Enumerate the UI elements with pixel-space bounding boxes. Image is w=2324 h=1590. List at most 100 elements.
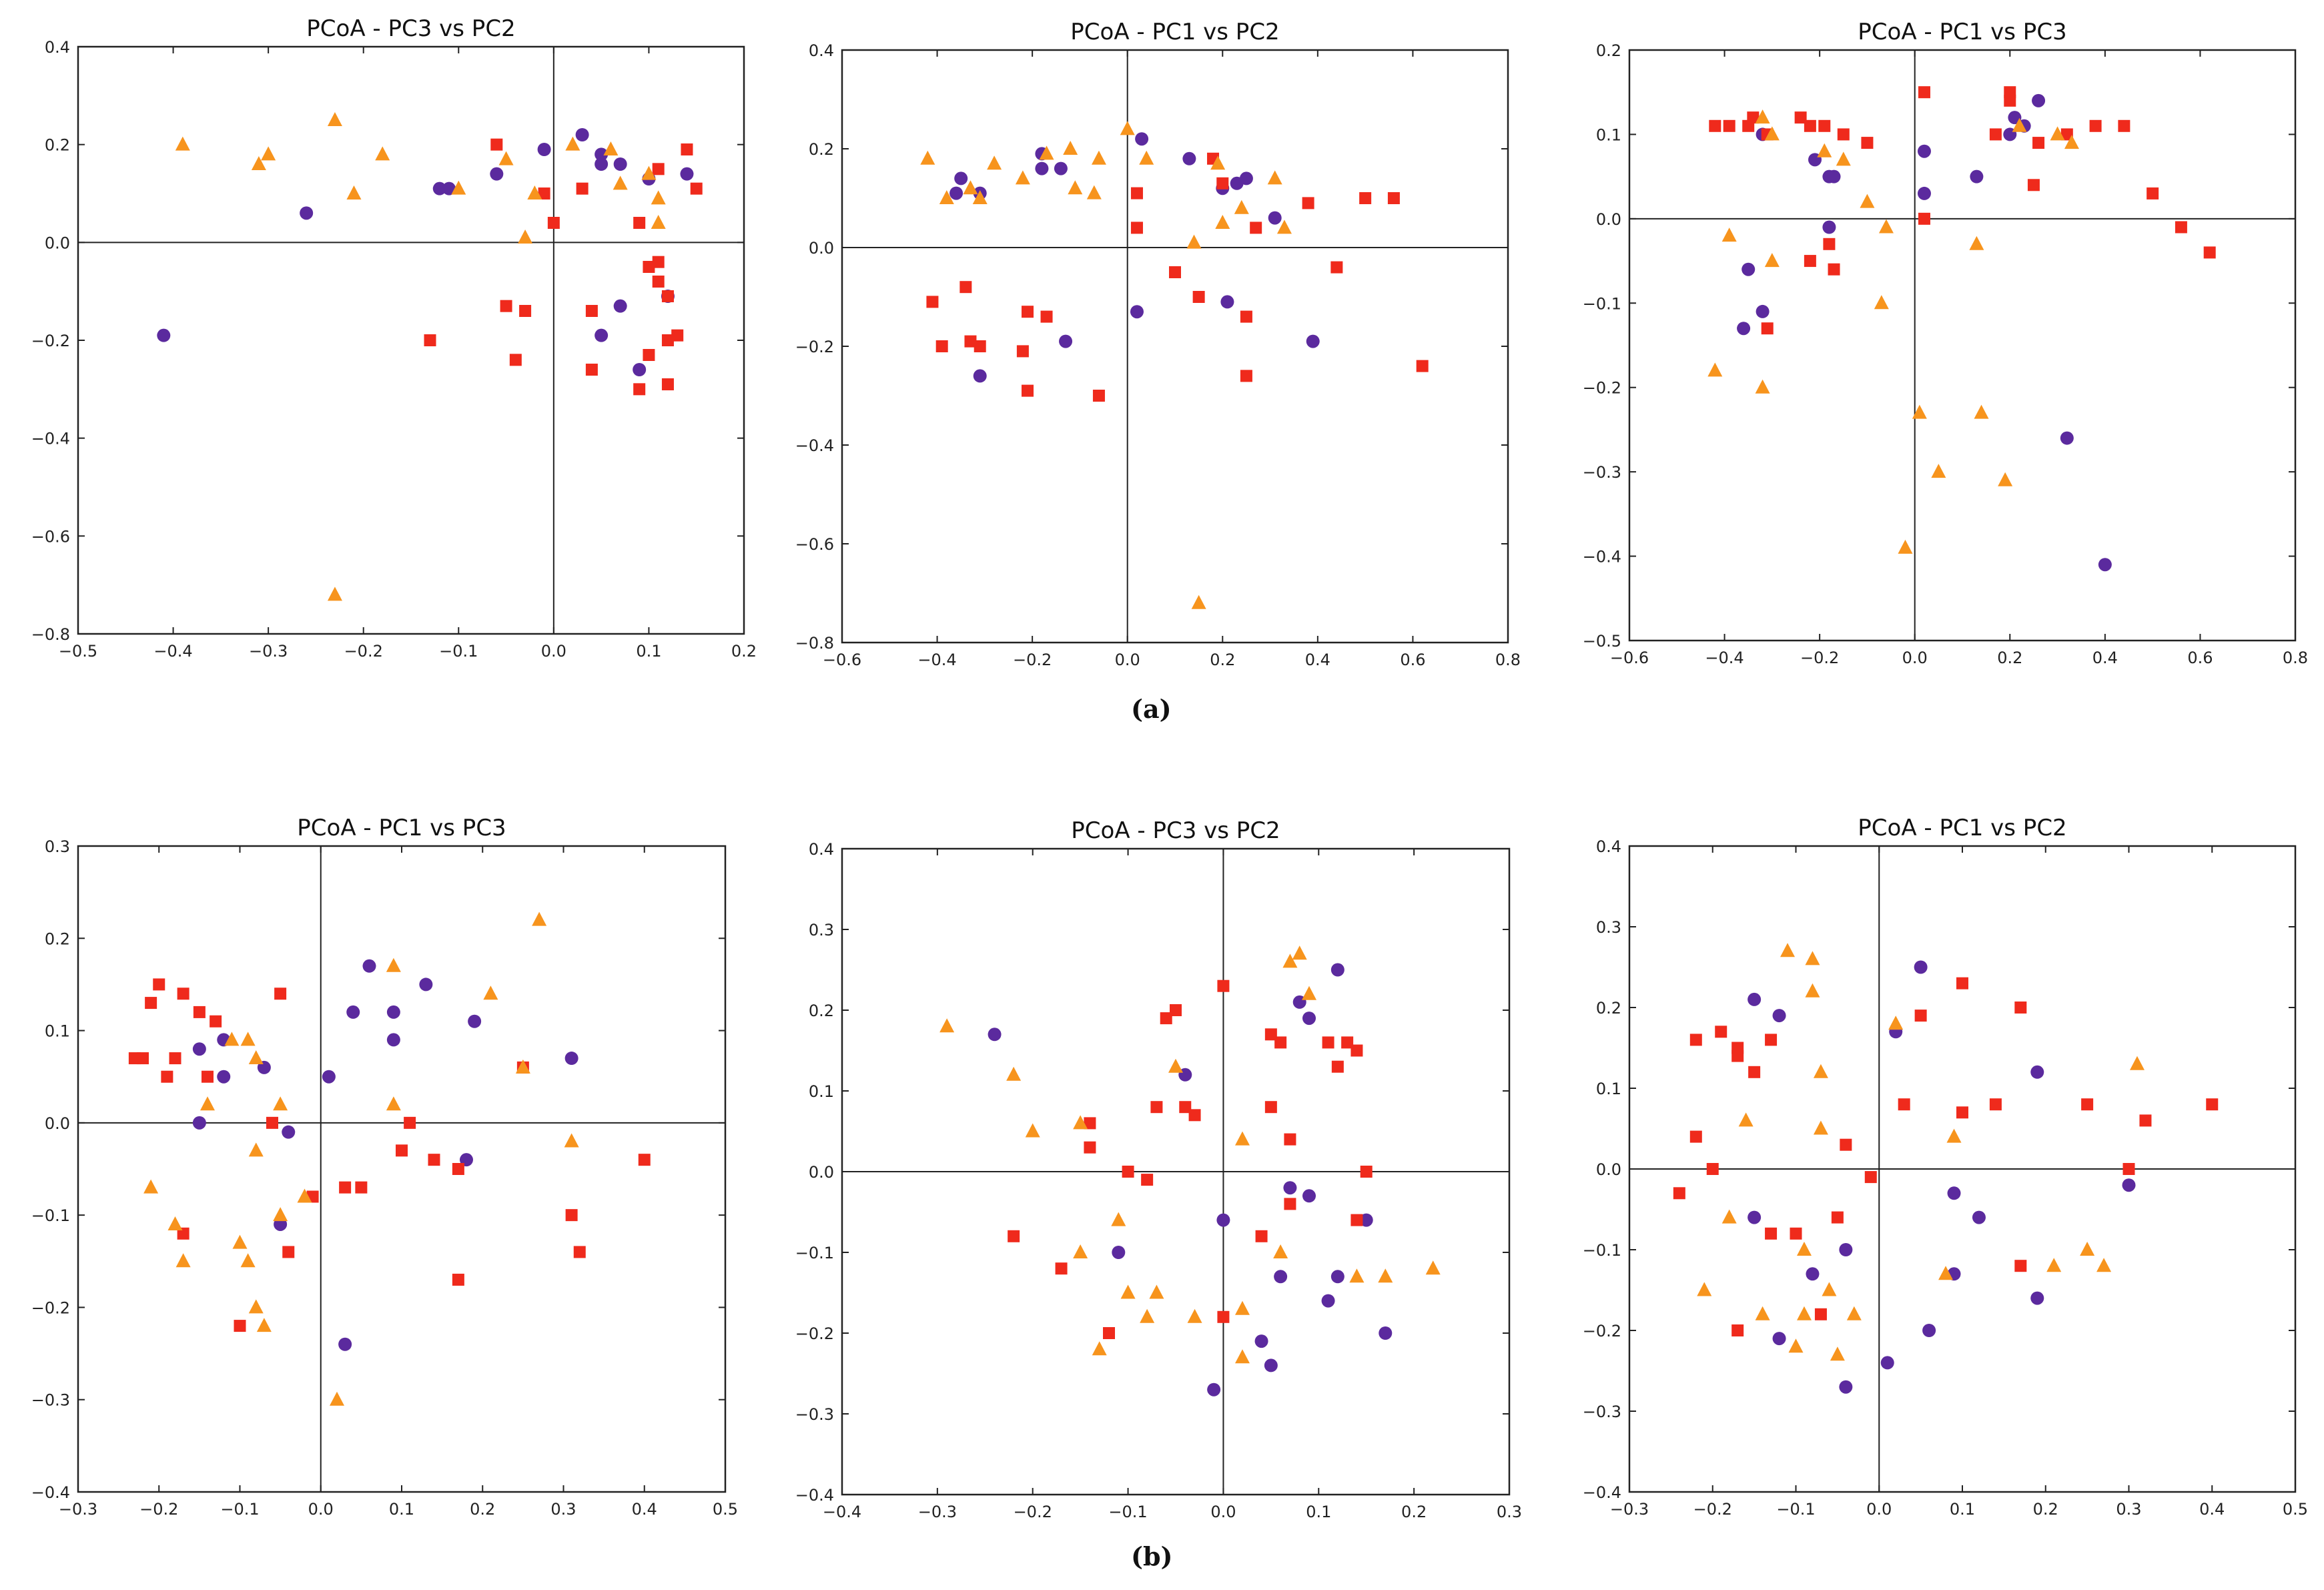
data-point-triangle <box>346 185 362 200</box>
data-point-triangle <box>1721 1209 1737 1224</box>
data-point-square <box>1170 1004 1182 1016</box>
x-tick-label: −0.2 <box>1013 651 1052 669</box>
x-tick-label: 0.3 <box>2116 1500 2141 1519</box>
data-point-circle <box>613 299 627 313</box>
data-point-triangle <box>1796 1242 1812 1256</box>
data-point-square <box>509 354 522 366</box>
data-point-square <box>153 978 165 991</box>
data-point-triangle <box>1006 1066 1022 1081</box>
data-point-square <box>1790 1227 1802 1240</box>
data-point-square <box>1761 322 1774 335</box>
y-tick-label: 0.2 <box>809 1002 834 1020</box>
data-point-triangle <box>1707 362 1723 377</box>
data-point-triangle <box>1168 1058 1183 1073</box>
x-tick-label: −0.4 <box>153 642 192 661</box>
x-tick-label: −0.2 <box>1014 1503 1052 1521</box>
data-point-triangle <box>256 1318 272 1332</box>
data-point-triangle <box>1888 1016 1904 1030</box>
data-point-circle <box>1379 1326 1393 1340</box>
data-point-square <box>210 1015 222 1028</box>
data-point-square <box>2118 119 2131 132</box>
data-point-circle <box>1274 1270 1288 1284</box>
data-point-triangle <box>1092 1341 1107 1356</box>
data-point-triangle <box>1878 219 1894 234</box>
data-point-triangle <box>518 230 533 244</box>
y-tick-label: −0.2 <box>1583 379 1621 398</box>
data-point-square <box>1804 119 1816 132</box>
data-point-triangle <box>1938 1266 1954 1280</box>
data-point-square <box>671 329 684 342</box>
data-point-circle <box>217 1070 231 1084</box>
data-point-square <box>266 1116 278 1129</box>
data-point-triangle <box>251 156 266 170</box>
x-tick-label: 0.5 <box>2283 1500 2308 1519</box>
x-tick-label: 0.0 <box>541 642 566 661</box>
data-point-circle <box>1827 169 1841 183</box>
y-tick-label: −0.8 <box>795 634 834 653</box>
data-point-circle <box>1254 1334 1268 1348</box>
data-point-circle <box>1306 334 1320 348</box>
data-point-square <box>1240 310 1252 323</box>
data-point-circle <box>1182 151 1196 165</box>
data-point-square <box>1092 390 1105 402</box>
data-point-triangle <box>483 985 498 1000</box>
x-tick-label: 0.2 <box>1997 649 2022 667</box>
x-tick-label: 0.1 <box>1950 1500 1975 1519</box>
y-tick-label: −0.6 <box>795 535 834 554</box>
data-point-square <box>1715 1026 1727 1038</box>
data-point-square <box>2081 1098 2094 1111</box>
data-point-triangle <box>651 215 666 229</box>
data-point-circle <box>322 1070 336 1084</box>
data-point-square <box>1016 345 1029 358</box>
x-tick-label: 0.0 <box>1210 1503 1236 1521</box>
data-point-triangle <box>386 1096 401 1111</box>
x-tick-label: 0.2 <box>1210 651 1235 669</box>
x-tick-label: 0.4 <box>1305 651 1330 669</box>
data-point-square <box>2014 1002 2027 1014</box>
data-point-circle <box>595 328 609 342</box>
data-point-triangle <box>603 141 619 155</box>
x-tick-label: −0.1 <box>220 1500 259 1519</box>
data-point-square <box>1914 1010 1927 1022</box>
data-point-circle <box>300 206 314 220</box>
data-point-circle <box>1748 1210 1762 1224</box>
x-tick-label: 0.4 <box>632 1500 657 1519</box>
data-point-triangle <box>297 1188 312 1203</box>
data-point-square <box>547 217 560 229</box>
data-point-triangle <box>2046 1258 2062 1272</box>
x-tick-label: 0.2 <box>1401 1503 1427 1521</box>
data-point-triangle <box>1187 1308 1202 1323</box>
data-point-triangle <box>330 1391 344 1406</box>
y-tick-label: 0.3 <box>1596 918 1621 937</box>
data-point-triangle <box>939 1018 955 1033</box>
data-point-square <box>177 987 189 1000</box>
data-point-square <box>1709 119 1721 132</box>
x-tick-label: −0.4 <box>1705 649 1744 667</box>
data-point-square <box>2004 94 2016 107</box>
data-point-triangle <box>327 112 342 126</box>
data-point-circle <box>1947 1186 1961 1200</box>
data-point-square <box>519 305 532 317</box>
data-point-square <box>404 1116 416 1129</box>
data-point-circle <box>1970 169 1984 183</box>
y-tick-label: −0.3 <box>31 1391 70 1410</box>
data-point-triangle <box>2129 1056 2145 1070</box>
data-point-square <box>2122 1163 2135 1175</box>
data-point-square <box>1898 1098 1910 1111</box>
data-point-triangle <box>1015 170 1030 185</box>
y-tick-label: −0.1 <box>31 1206 70 1225</box>
data-point-triangle <box>232 1234 248 1249</box>
data-point-triangle <box>2096 1258 2112 1272</box>
data-point-triangle <box>641 165 657 180</box>
data-point-circle <box>192 1116 206 1130</box>
y-tick-label: −0.3 <box>1583 1403 1621 1421</box>
data-point-triangle <box>1836 151 1851 166</box>
data-point-square <box>2032 137 2045 149</box>
data-point-circle <box>1922 1324 1936 1337</box>
data-point-triangle <box>1860 193 1875 208</box>
data-point-triangle <box>273 1207 288 1222</box>
data-point-triangle <box>175 1253 191 1268</box>
data-point-square <box>643 349 655 361</box>
y-tick-label: −0.4 <box>795 436 834 455</box>
data-point-circle <box>386 1005 400 1019</box>
